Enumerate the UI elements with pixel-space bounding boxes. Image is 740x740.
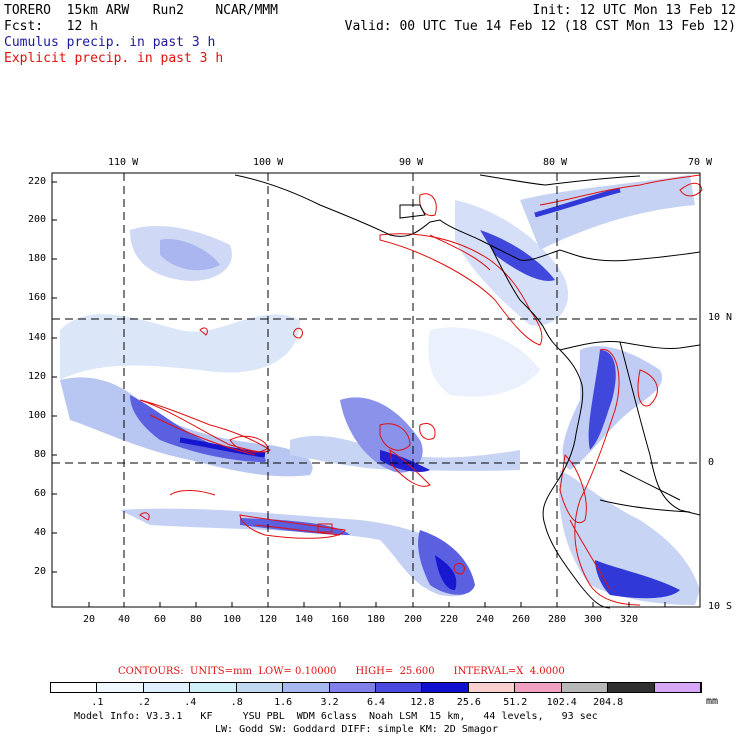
- colorbar-swatch: [515, 683, 562, 692]
- colorbar-label: .4: [184, 697, 197, 708]
- lat-label-0: 0: [708, 457, 715, 468]
- x-tick-label: 320: [620, 614, 639, 625]
- x-tick-label: 100: [223, 614, 242, 625]
- lon-label-70w: 70 W: [688, 157, 713, 168]
- x-tick-label: 80: [190, 614, 203, 625]
- x-tick-label: 300: [584, 614, 603, 625]
- colorbar-swatch: [422, 683, 469, 692]
- y-tick-label: 80: [34, 449, 47, 460]
- colorbar-swatch: [236, 683, 284, 692]
- x-tick-label: 160: [331, 614, 350, 625]
- x-tick-label: 60: [154, 614, 167, 625]
- header-line1-right: Init: 12 UTC Mon 13 Feb 12: [532, 3, 737, 18]
- x-tick-label: 200: [404, 614, 423, 625]
- colorbar: [50, 682, 702, 693]
- contours-info: CONTOURS: UNITS=mm LOW= 0.10000 HIGH= 25…: [118, 666, 565, 677]
- colorbar-label: 3.2: [320, 697, 339, 708]
- colorbar-swatch: [468, 683, 516, 692]
- colorbar-label: 1.6: [274, 697, 293, 708]
- tick-marks: [52, 181, 666, 607]
- x-tick-label: 40: [118, 614, 131, 625]
- colorbar-swatch: [654, 683, 701, 692]
- explicit-contours: [139, 174, 703, 606]
- y-tick-label: 220: [28, 176, 47, 187]
- colorbar-swatch: [376, 683, 423, 692]
- y-tick-label: 180: [28, 253, 47, 264]
- x-tick-label: 220: [440, 614, 459, 625]
- colorbar-label: 25.6: [456, 697, 481, 708]
- y-tick-label: 160: [28, 292, 47, 303]
- header-line2-right: Valid: 00 UTC Tue 14 Feb 12 (18 CST Mon …: [344, 19, 736, 34]
- colorbar-swatch: [283, 683, 330, 692]
- colorbar-swatch: [561, 683, 609, 692]
- y-tick-label: 60: [34, 488, 47, 499]
- colorbar-label: 12.8: [410, 697, 435, 708]
- x-tick-label: 120: [259, 614, 278, 625]
- x-tick-label: 140: [295, 614, 314, 625]
- coastlines: [234, 174, 701, 609]
- model-info-line2: LW: Godd SW: Goddard DIFF: simple KM: 2D…: [215, 724, 498, 735]
- y-tick-label: 40: [34, 527, 47, 538]
- explicit-legend-text: Explicit precip. in past 3 h: [4, 51, 224, 66]
- lat-label-10n: 10 N: [708, 312, 733, 323]
- colorbar-label: .8: [230, 697, 243, 708]
- y-tick-label: 140: [28, 332, 47, 343]
- cumulus-legend-text: Cumulus precip. in past 3 h: [4, 35, 216, 50]
- lon-label-80w: 80 W: [543, 157, 568, 168]
- lat-label-10s: 10 S: [708, 601, 733, 612]
- lon-label-90w: 90 W: [399, 157, 424, 168]
- colorbar-label: 204.8: [593, 697, 624, 708]
- colorbar-swatch: [190, 683, 237, 692]
- colorbar-label: 6.4: [366, 697, 386, 708]
- x-tick-label: 280: [548, 614, 567, 625]
- colorbar-label: .1: [91, 697, 104, 708]
- colorbar-unit: mm: [706, 696, 719, 707]
- x-tick-label: 20: [83, 614, 96, 625]
- x-tick-label: 240: [476, 614, 495, 625]
- lon-label-110w: 110 W: [108, 157, 139, 168]
- colorbar-swatch: [143, 683, 191, 692]
- y-tick-label: 120: [28, 371, 47, 382]
- y-tick-label: 100: [28, 410, 47, 421]
- colorbar-label: 102.4: [546, 697, 577, 708]
- y-tick-label: 20: [34, 566, 47, 577]
- y-tick-label: 200: [28, 214, 47, 225]
- colorbar-swatch: [608, 683, 655, 692]
- lon-label-100w: 100 W: [253, 157, 284, 168]
- header-line1-left: TORERO 15km ARW Run2 NCAR/MMM: [4, 3, 278, 18]
- graticule: [52, 173, 700, 607]
- colorbar-label: 51.2: [503, 697, 528, 708]
- model-info-line1: Model Info: V3.3.1 KF YSU PBL WDM 6class…: [74, 711, 598, 722]
- header-line2-left: Fcst: 12 h: [4, 19, 98, 34]
- x-tick-label: 180: [367, 614, 386, 625]
- precip-map: [51, 172, 703, 609]
- x-tick-label: 260: [512, 614, 531, 625]
- colorbar-swatch: [329, 683, 376, 692]
- colorbar-swatch: [97, 683, 144, 692]
- colorbar-swatch: [51, 683, 98, 692]
- colorbar-label: .2: [137, 697, 150, 708]
